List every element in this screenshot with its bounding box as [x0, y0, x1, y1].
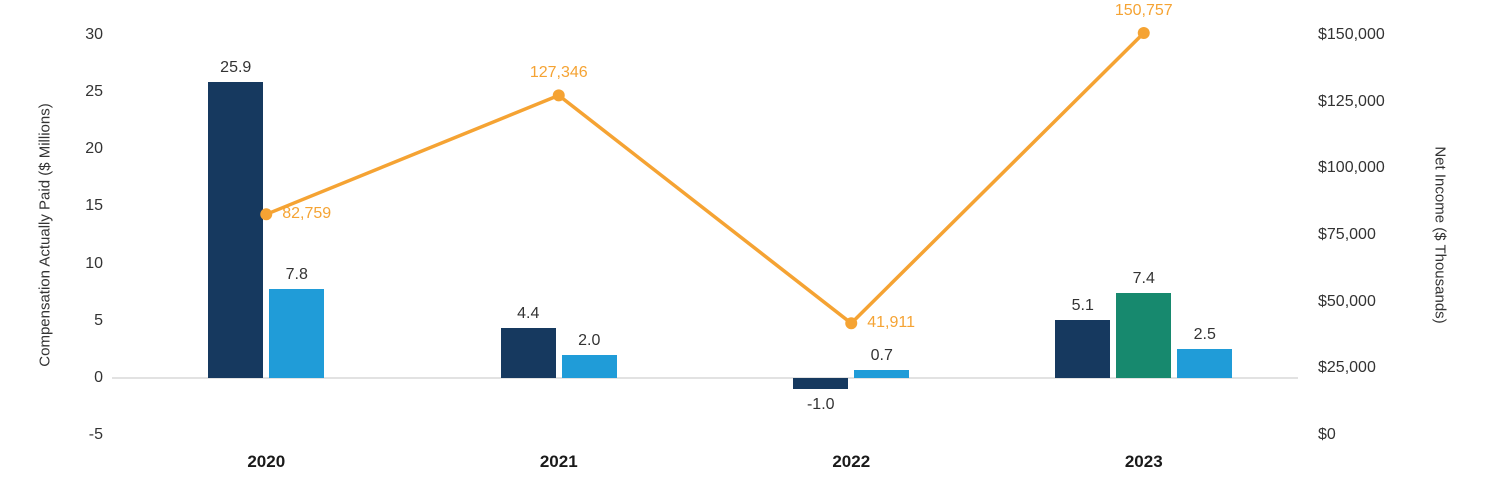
line-marker-2023: [1137, 26, 1150, 39]
right-axis-tick-0: $0: [1318, 426, 1336, 443]
left-axis-tick-10: 10: [85, 254, 103, 272]
bar-value-teal-2023: 7.4: [1132, 270, 1155, 288]
bar-blue-2021: [561, 355, 617, 378]
right-axis-tick-100000: $100,000: [1318, 159, 1385, 177]
bar-navy-2020: [208, 81, 264, 378]
left-axis-tick-25: 25: [85, 83, 103, 101]
x-axis-label-2021: 2021: [539, 452, 578, 471]
left-axis-tick-15: 15: [85, 197, 103, 215]
bar-value-blue-2022: 0.7: [870, 346, 893, 364]
bar-value-navy-2023: 5.1: [1071, 296, 1094, 314]
line-marker-2021: [552, 89, 565, 102]
left-axis-tick--5: -5: [88, 426, 103, 443]
bar-value-blue-2023: 2.5: [1193, 326, 1216, 344]
bar-blue-2020: [269, 288, 325, 378]
right-axis-tick-150000: $150,000: [1318, 26, 1385, 43]
bar-blue-2023: [1177, 349, 1233, 378]
x-axis-label-2023: 2023: [1124, 452, 1163, 471]
bar-teal-2023: [1116, 293, 1172, 378]
left-axis-tick-30: 30: [85, 26, 103, 43]
bar-navy-2022: [793, 377, 849, 390]
bar-value-navy-2020: 25.9: [220, 58, 252, 76]
left-axis-tick-0: 0: [94, 368, 103, 386]
bar-navy-2023: [1055, 319, 1111, 378]
right-axis-tick-75000: $75,000: [1318, 226, 1376, 243]
right-axis-tick-125000: $125,000: [1318, 92, 1385, 110]
line-value-2023: 150,757: [1114, 1, 1173, 19]
left-axis-tick-20: 20: [85, 140, 103, 158]
bar-blue-2022: [854, 369, 910, 378]
bar-value-navy-2021: 4.4: [517, 304, 540, 322]
bar-value-blue-2021: 2.0: [578, 332, 601, 349]
bar-navy-2021: [500, 327, 556, 378]
left-axis-tick-5: 5: [94, 311, 103, 329]
right-axis-tick-50000: $50,000: [1318, 292, 1376, 310]
net-income-line-path: [265, 31, 1145, 326]
right-axis-tick-25000: $25,000: [1318, 359, 1376, 377]
line-value-2020: 82,759: [282, 205, 332, 223]
line-marker-2022: [845, 317, 858, 330]
right-axis-title: Net Income ($ Thousands): [1431, 146, 1449, 324]
line-value-2021: 127,346: [529, 64, 588, 82]
bar-value-blue-2020: 7.8: [285, 265, 308, 283]
zero-gridline: [112, 376, 1298, 379]
x-axis-label-2022: 2022: [832, 452, 871, 471]
x-axis-label-2020: 2020: [247, 452, 286, 471]
line-value-2022: 41,911: [867, 314, 915, 332]
bar-value-navy-2022: -1.0: [806, 396, 835, 414]
